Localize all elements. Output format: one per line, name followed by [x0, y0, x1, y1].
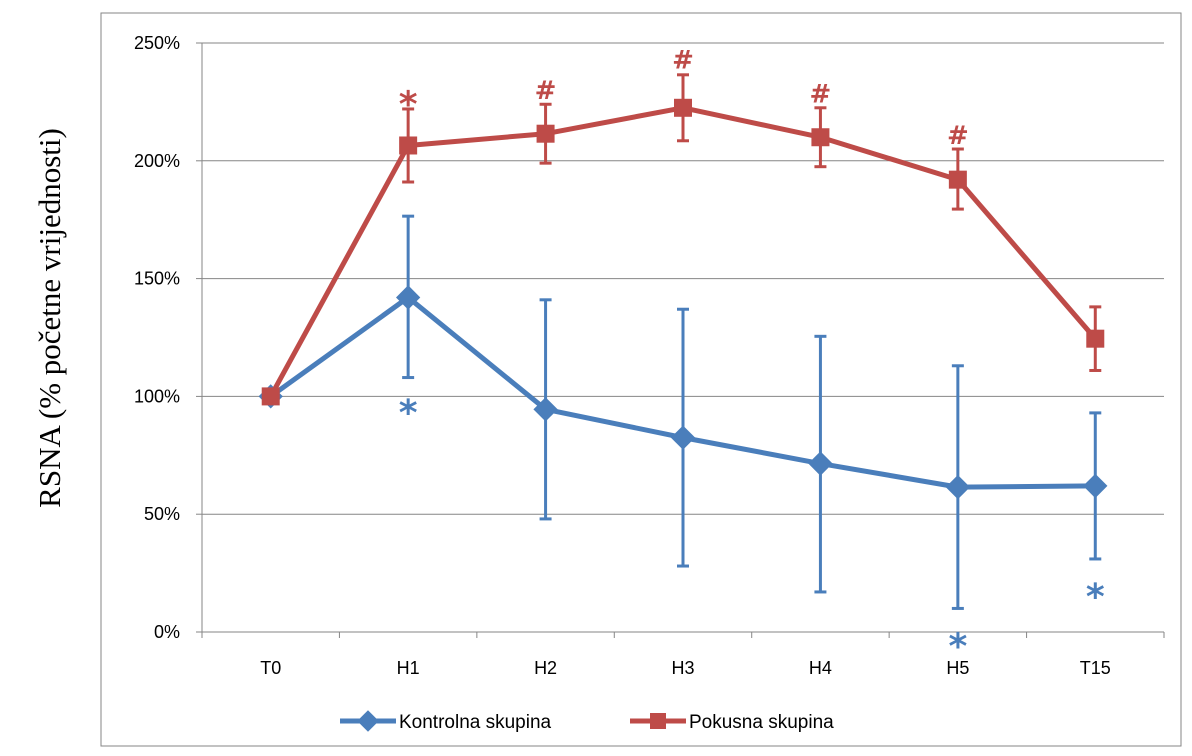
y-tick-label: 100%	[134, 386, 180, 406]
x-tick-label: H5	[946, 658, 969, 678]
x-tick-label: H3	[671, 658, 694, 678]
y-tick-label: 150%	[134, 269, 180, 289]
y-axis-label-wrapper: RSNA (% početne vrijednosti)	[0, 0, 100, 756]
data-point	[945, 474, 971, 500]
chart-frame	[100, 12, 1182, 747]
data-point	[670, 425, 696, 450]
series-1	[258, 214, 1108, 610]
x-tick-label: T15	[1080, 658, 1111, 678]
data-point	[811, 128, 830, 147]
legend: Kontrolna skupina Pokusna skupina	[340, 710, 834, 733]
data-point	[674, 98, 692, 117]
legend-label: Kontrolna skupina	[399, 712, 552, 733]
legend-item-2: Pokusna skupina	[630, 712, 834, 733]
x-tick-label: H2	[534, 658, 557, 678]
data-point	[261, 387, 280, 406]
significance-marker: *	[399, 393, 418, 434]
gridlines	[202, 42, 1164, 515]
data-point	[399, 136, 418, 155]
significance-marker: #	[947, 121, 969, 151]
y-tick-labels: 0% 50% 100% 150% 200% 250%	[134, 33, 180, 642]
significance-marker: *	[948, 626, 967, 667]
y-tick-label: 0%	[154, 622, 180, 642]
series-2	[261, 73, 1105, 406]
significance-marker: *	[399, 84, 418, 125]
x-tick-labels: T0 H1 H2 H3 H4 H5 T15	[260, 658, 1111, 678]
axes	[196, 42, 1165, 638]
legend-label: Pokusna skupina	[689, 712, 834, 733]
data-point	[948, 170, 967, 189]
legend-item-1: Kontrolna skupina	[340, 710, 552, 733]
data-point	[1086, 329, 1105, 348]
y-axis-label: RSNA (% početne vrijednosti)	[32, 128, 67, 508]
x-tick-label: H1	[397, 658, 420, 678]
significance-marker: *	[1086, 577, 1105, 618]
x-tick-label: H4	[809, 658, 832, 678]
y-tick-label: 50%	[144, 504, 180, 524]
series-layer	[258, 73, 1108, 610]
significance-markers: * * * * # # # #	[399, 45, 1105, 667]
legend-marker	[650, 713, 666, 729]
data-point	[536, 124, 555, 143]
x-tick-label: T0	[260, 658, 281, 678]
significance-marker: #	[810, 80, 832, 110]
significance-marker: #	[535, 76, 557, 106]
data-point	[808, 451, 833, 476]
significance-marker: #	[672, 45, 694, 75]
y-tick-label: 250%	[134, 33, 180, 53]
data-point	[395, 285, 421, 310]
y-tick-label: 200%	[134, 151, 180, 171]
data-point	[1083, 473, 1108, 499]
legend-marker	[357, 710, 379, 732]
data-point	[533, 397, 558, 422]
